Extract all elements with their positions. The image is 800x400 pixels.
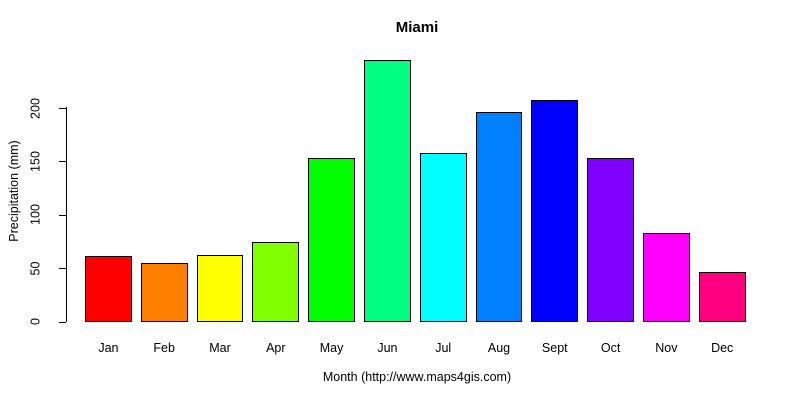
bar-feb xyxy=(140,263,188,322)
x-tick-label-mar: Mar xyxy=(209,341,231,355)
y-tick-label: 0 xyxy=(28,318,43,325)
x-tick-label-jul: Jul xyxy=(435,341,452,355)
chart-title: Miami xyxy=(395,19,439,36)
y-tick-label: 200 xyxy=(28,97,43,119)
bar-dec xyxy=(698,271,746,322)
bar-may xyxy=(308,157,355,322)
y-tick-label: 50 xyxy=(28,261,43,276)
bar-apr xyxy=(252,241,300,322)
y-tick-mark xyxy=(59,321,66,323)
y-tick-label: 150 xyxy=(28,150,43,172)
y-tick-mark xyxy=(59,214,66,216)
y-axis-line xyxy=(66,107,67,322)
x-tick-label-dec: Dec xyxy=(711,341,734,355)
bar-oct xyxy=(587,157,634,322)
x-tick-label-aug: Aug xyxy=(487,341,511,355)
bar-nov xyxy=(643,233,690,322)
bar-mar xyxy=(196,254,244,322)
bar-jul xyxy=(419,153,467,322)
bar-jun xyxy=(364,60,411,322)
bar-aug xyxy=(475,111,523,322)
y-tick-mark xyxy=(59,161,66,163)
x-axis-label: Month (http://www.maps4gis.com) xyxy=(322,370,512,384)
bar-sept xyxy=(531,99,579,322)
x-tick-label-may: May xyxy=(319,341,344,355)
x-tick-label-nov: Nov xyxy=(655,341,678,355)
x-tick-label-sept: Sept xyxy=(541,341,568,355)
x-tick-label-jan: Jan xyxy=(98,341,119,355)
y-tick-mark xyxy=(59,268,66,270)
bar-jan xyxy=(85,255,132,322)
x-tick-label-feb: Feb xyxy=(153,341,175,355)
x-tick-label-apr: Apr xyxy=(266,341,286,355)
y-tick-label: 100 xyxy=(28,204,43,226)
x-tick-label-oct: Oct xyxy=(600,341,621,355)
x-tick-label-jun: Jun xyxy=(377,341,398,355)
y-axis-label: Precipitation (mm) xyxy=(7,140,21,242)
y-tick-mark xyxy=(59,108,66,109)
